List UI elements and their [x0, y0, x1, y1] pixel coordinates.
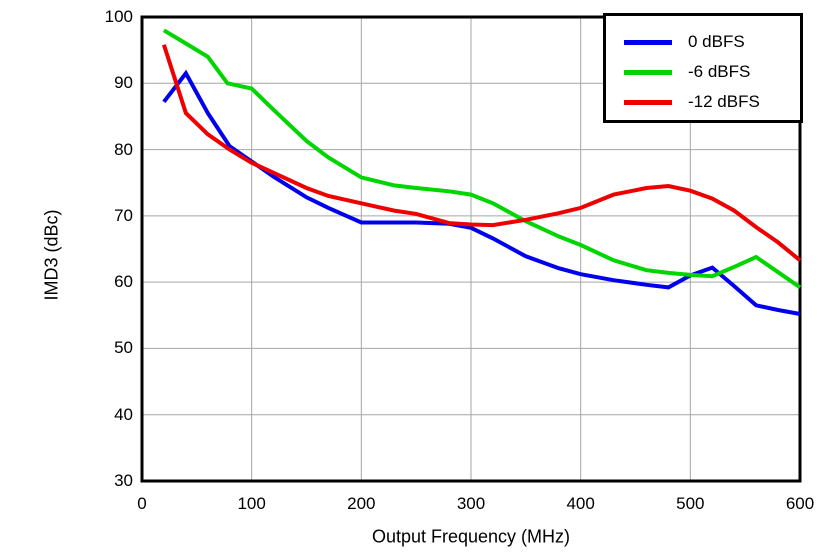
- x-tick-label-0: 0: [137, 494, 147, 513]
- x-axis-title: Output Frequency (MHz): [371, 526, 571, 547]
- x-tick-label-400: 400: [566, 494, 595, 513]
- series-line--12-dbfs: [161, 44, 802, 262]
- series-line--6-dbfs: [162, 28, 802, 290]
- y-axis-title: IMD3 (dBc): [41, 209, 62, 301]
- x-tick-label-100: 100: [237, 494, 266, 513]
- x-tick-label-200: 200: [347, 494, 376, 513]
- legend-item-label: -6 dBFS: [688, 62, 751, 81]
- legend-item: 0 dBFS: [606, 27, 800, 57]
- y-tick-label-60: 60: [114, 272, 133, 292]
- legend-item: -12 dBFS: [606, 87, 800, 117]
- legend-line-swatch-red: [624, 99, 672, 105]
- y-tick-label-90: 90: [114, 73, 133, 93]
- y-tick-label-100: 100: [104, 7, 133, 26]
- legend: 0 dBFS -6 dBFS -12 dBFS: [603, 13, 803, 123]
- legend-item: -6 dBFS: [606, 57, 800, 87]
- legend-item-label: -12 dBFS: [688, 92, 760, 111]
- legend-line-swatch-blue: [624, 39, 672, 45]
- y-tick-label-50: 50: [114, 338, 133, 358]
- legend-item-label: 0 dBFS: [688, 32, 745, 51]
- y-tick-label-40: 40: [114, 404, 133, 424]
- legend-line-swatch-green: [624, 69, 672, 75]
- y-tick-label-70: 70: [114, 205, 133, 225]
- y-tick-label-80: 80: [114, 139, 133, 159]
- x-tick-label-600: 600: [785, 494, 815, 513]
- x-tick-label-500: 500: [676, 494, 705, 513]
- y-tick-label-30: 30: [114, 471, 133, 490]
- plot-border: [140, 15, 802, 483]
- x-tick-label-300: 300: [456, 494, 486, 513]
